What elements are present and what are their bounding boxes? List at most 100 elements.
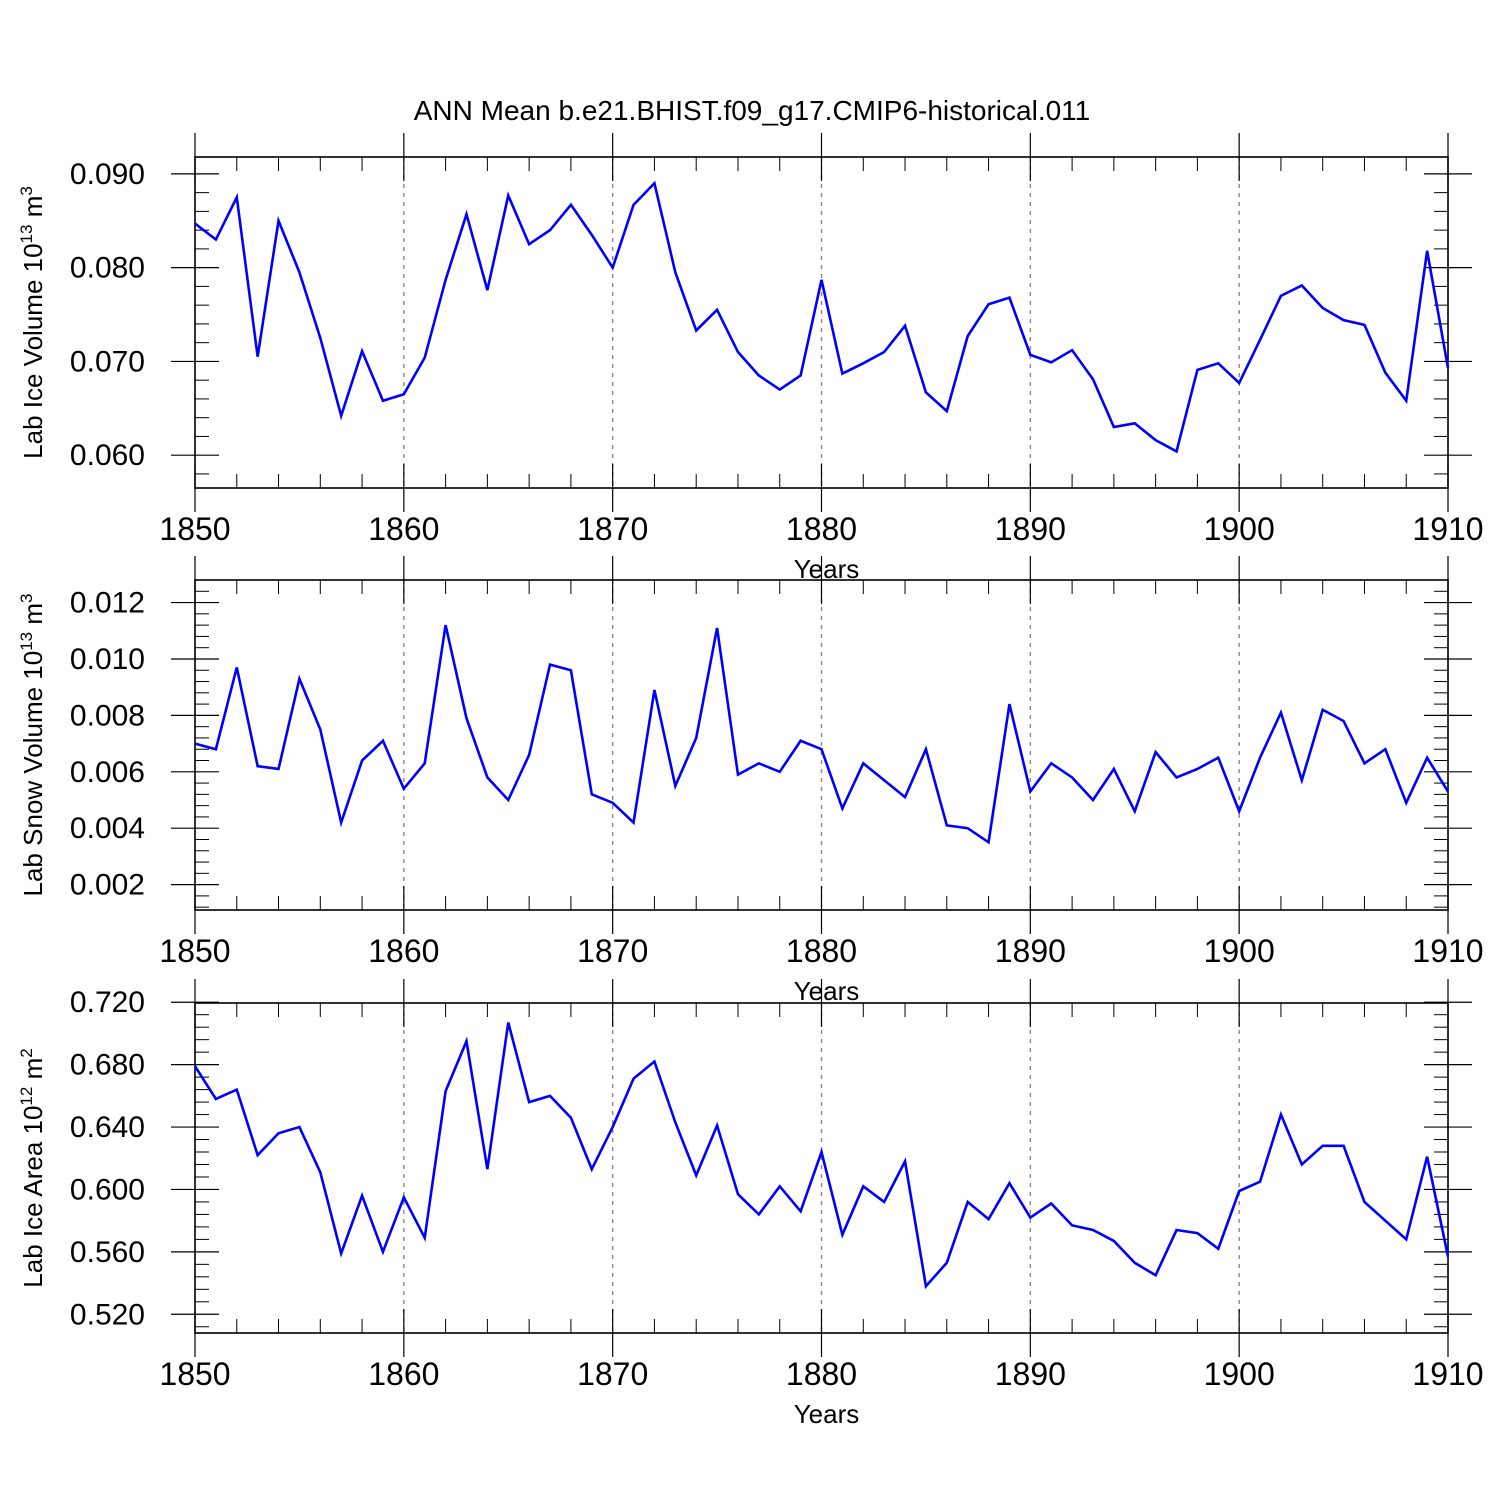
data-point-1873 — [674, 271, 676, 273]
x-tick-label: 1880 — [786, 511, 857, 547]
data-point-1876 — [737, 351, 739, 353]
y-axis-title: Lab Snow Volume 1013 m3 — [17, 593, 48, 896]
data-point-1900 — [1238, 382, 1240, 384]
data-point-1853 — [256, 765, 258, 767]
data-point-1902 — [1280, 711, 1282, 713]
data-point-1884 — [904, 796, 906, 798]
data-point-1883 — [883, 351, 885, 353]
data-point-1869 — [591, 1168, 593, 1170]
x-axis-title: Years — [794, 976, 860, 1006]
y-tick-label: 0.006 — [70, 756, 145, 789]
data-point-1854 — [277, 1132, 279, 1134]
data-point-1903 — [1301, 284, 1303, 286]
data-point-1857 — [340, 821, 342, 823]
data-point-1851 — [215, 238, 217, 240]
chart-panel-2: 1850 1860 1870 1880 1890 1900 1910 0.002 0.004 0.… — [17, 556, 1484, 1006]
data-point-1860 — [403, 1196, 405, 1198]
data-point-1891 — [1050, 1202, 1052, 1204]
data-point-1896 — [1154, 751, 1156, 753]
plot-frame — [194, 1002, 1449, 1334]
data-point-1878 — [779, 1185, 781, 1187]
data-point-1884 — [904, 325, 906, 327]
data-point-1906 — [1363, 1201, 1365, 1203]
x-axis-title: Years — [794, 554, 860, 584]
data-point-1897 — [1175, 776, 1177, 778]
x-tick-label: 1900 — [1204, 933, 1275, 969]
data-point-1859 — [382, 740, 384, 742]
data-point-1904 — [1322, 307, 1324, 309]
data-point-1852 — [236, 1088, 238, 1090]
x-tick-label: 1870 — [577, 1356, 648, 1392]
data-point-1858 — [361, 1195, 363, 1197]
x-tick-label: 1870 — [577, 511, 648, 547]
data-point-1868 — [570, 204, 572, 206]
data-point-1899 — [1217, 756, 1219, 758]
data-point-1854 — [277, 220, 279, 222]
data-point-1870 — [611, 266, 613, 268]
data-point-1901 — [1259, 1180, 1261, 1182]
series-line — [193, 1022, 1450, 1290]
data-point-1864 — [486, 776, 488, 778]
data-point-1879 — [799, 374, 801, 376]
data-point-1866 — [528, 1101, 530, 1103]
data-point-1907 — [1384, 748, 1386, 750]
data-point-1853 — [256, 356, 258, 358]
data-point-1870 — [611, 802, 613, 804]
data-point-1899 — [1217, 362, 1219, 364]
data-point-1896 — [1154, 439, 1156, 441]
data-point-1910 — [1447, 1255, 1449, 1257]
data-point-1887 — [966, 1201, 968, 1203]
chart-panel-3: 1850 1860 1870 1880 1890 1900 1910 0.520 0.560 0.… — [17, 979, 1484, 1429]
data-point-1875 — [716, 309, 718, 311]
x-tick-label: 1860 — [368, 1356, 439, 1392]
y-tick-label: 0.680 — [70, 1049, 145, 1082]
y-tick-label: 0.008 — [70, 699, 145, 732]
data-point-1861 — [424, 762, 426, 764]
data-point-1887 — [966, 827, 968, 829]
plot-frame — [194, 156, 1449, 489]
data-point-1910 — [1447, 367, 1449, 369]
data-point-1893 — [1092, 799, 1094, 801]
data-point-1853 — [256, 1154, 258, 1156]
data-point-1866 — [528, 754, 530, 756]
data-point-1854 — [277, 768, 279, 770]
data-point-1882 — [862, 1185, 864, 1187]
data-point-1876 — [737, 1193, 739, 1195]
data-point-1887 — [966, 335, 968, 337]
data-point-1863 — [465, 1040, 467, 1042]
data-point-1877 — [758, 762, 760, 764]
data-point-1886 — [946, 1262, 948, 1264]
data-point-1890 — [1029, 1216, 1031, 1218]
y-tick-label: 0.004 — [70, 812, 145, 845]
data-point-1862 — [444, 624, 446, 626]
data-point-1852 — [236, 666, 238, 668]
data-point-1880 — [820, 1151, 822, 1153]
data-point-1888 — [987, 1218, 989, 1220]
data-point-1873 — [674, 785, 676, 787]
x-tick-label: 1900 — [1204, 1356, 1275, 1392]
data-point-1861 — [424, 1237, 426, 1239]
data-point-1857 — [340, 415, 342, 417]
data-point-1898 — [1196, 1232, 1198, 1234]
data-point-1883 — [883, 779, 885, 781]
data-point-1863 — [465, 717, 467, 719]
data-point-1877 — [758, 1213, 760, 1215]
data-point-1868 — [570, 669, 572, 671]
data-point-1851 — [215, 748, 217, 750]
data-point-1852 — [236, 196, 238, 198]
x-tick-label: 1860 — [368, 511, 439, 547]
x-tick-label: 1850 — [159, 511, 230, 547]
data-point-1894 — [1113, 768, 1115, 770]
x-tick-label: 1910 — [1412, 1356, 1483, 1392]
data-point-1881 — [841, 372, 843, 374]
data-point-1856 — [319, 728, 321, 730]
data-point-1850 — [194, 1065, 196, 1067]
x-tick-label: 1860 — [368, 933, 439, 969]
data-point-1878 — [779, 388, 781, 390]
data-point-1894 — [1113, 426, 1115, 428]
data-point-1855 — [298, 678, 300, 680]
data-point-1902 — [1280, 1113, 1282, 1115]
data-point-1874 — [695, 1174, 697, 1176]
data-point-1895 — [1134, 1262, 1136, 1264]
data-point-1856 — [319, 337, 321, 339]
